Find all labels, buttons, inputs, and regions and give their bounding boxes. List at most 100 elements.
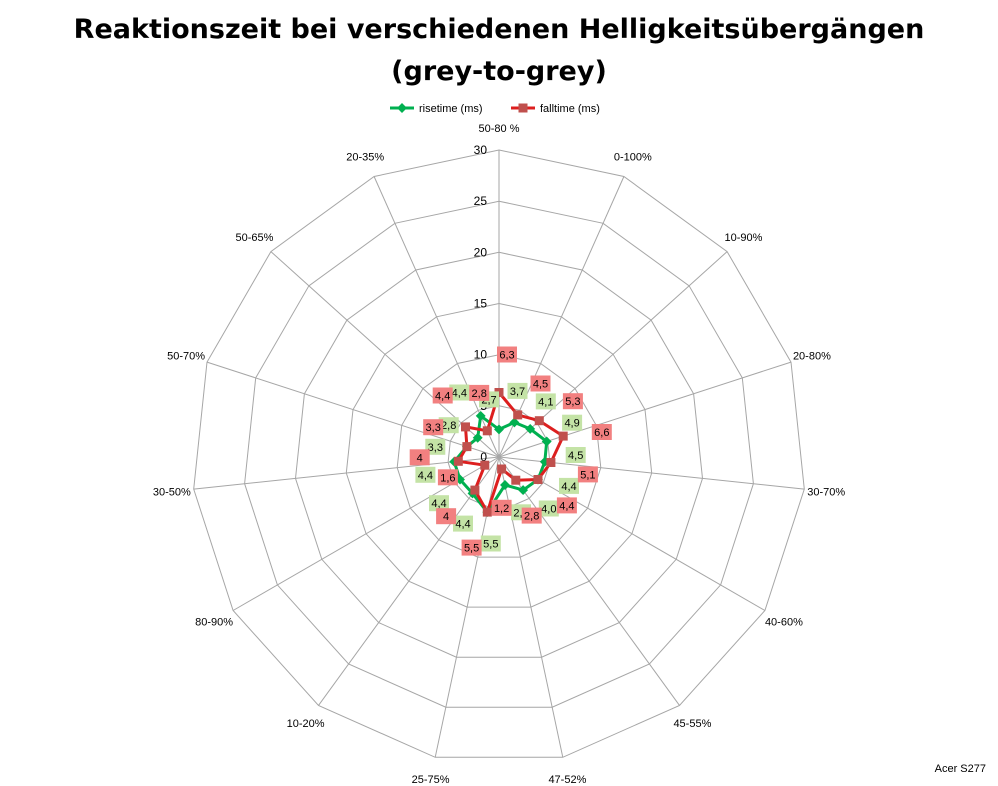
category-label: 45-55% (673, 718, 711, 730)
category-label: 80-90% (195, 617, 233, 629)
grid-spoke (498, 251, 728, 458)
grid-spoke (206, 361, 500, 458)
tick-label: 0 (480, 450, 487, 464)
series-line-falltime (456, 391, 565, 514)
data-label-bg (521, 507, 542, 524)
risetime-point (509, 417, 520, 428)
grid-ring (244, 200, 754, 708)
data-label-bg (562, 414, 583, 431)
category-label: 20-35% (346, 151, 384, 163)
grid-spoke (193, 456, 500, 490)
data-label: 5,1 (580, 469, 595, 481)
category-labels: 50-80 % 0-100% 10-90% 20-80% 30-70% 40-60% 45-… (153, 123, 846, 786)
data-label-bg (480, 535, 501, 552)
grid-spoke (498, 456, 766, 611)
grid-ring (193, 149, 805, 758)
data-label-bg (530, 375, 551, 392)
grid-spoke (498, 176, 625, 458)
falltime-point (470, 485, 480, 495)
falltime-point (462, 442, 472, 452)
radial-tick-labels: 051015202530 (474, 143, 488, 464)
data-label: 6,3 (499, 350, 514, 362)
data-label: 4 (443, 511, 449, 523)
legend-label-falltime: falltime (ms) (540, 103, 600, 115)
data-label-bg (423, 419, 444, 436)
data-label-bg (437, 469, 458, 486)
data-label-bg (425, 438, 446, 455)
falltime-point (461, 422, 470, 432)
tick-label: 20 (474, 245, 488, 259)
data-label-bg (438, 417, 459, 434)
tick-label: 15 (474, 297, 488, 311)
data-label-bg (577, 466, 598, 483)
chart-title: Reaktionszeit bei verschiedenen Helligke… (74, 14, 925, 45)
data-label-bg (453, 515, 473, 532)
category-label: 40-60% (765, 617, 803, 629)
legend-label-risetime: risetime (ms) (419, 103, 483, 115)
category-label: 50-80 % (479, 123, 520, 135)
grid-spoke (373, 176, 500, 458)
falltime-point (482, 507, 492, 517)
footer-label: Acer S277 (935, 763, 986, 775)
data-label: 2,8 (472, 388, 487, 400)
grid-ring (396, 354, 602, 558)
category-label: 10-20% (287, 718, 325, 730)
data-label: 1,2 (494, 503, 509, 515)
data-label: 2,8 (524, 511, 539, 523)
grid-spoke (270, 251, 500, 458)
data-label: 4,5 (533, 379, 548, 391)
category-label: 25-75% (412, 774, 450, 786)
falltime-point (453, 456, 463, 466)
tick-label: 25 (474, 194, 488, 208)
data-label: 4,4 (418, 470, 433, 482)
falltime-point (480, 460, 490, 470)
falltime-point (482, 426, 492, 436)
data-label-bg (556, 497, 577, 514)
data-label: 4,0 (541, 504, 556, 516)
legend-item-risetime: risetime (ms) (390, 103, 483, 115)
data-label-bg (559, 477, 579, 494)
legend: risetime (ms) falltime (ms) (390, 103, 600, 115)
category-label: 20-80% (793, 350, 831, 362)
data-label-bg (497, 346, 517, 363)
risetime-point (525, 423, 536, 434)
data-label: 5,3 (565, 396, 580, 408)
data-label-bg (565, 447, 586, 463)
legend-item-falltime: falltime (ms) (511, 103, 600, 115)
falltime-point (511, 475, 521, 485)
data-label: 4,4 (455, 519, 470, 531)
data-label: 6,6 (594, 427, 609, 439)
data-label: 4,4 (431, 498, 446, 510)
data-label-bg (469, 384, 490, 401)
category-label: 50-70% (167, 350, 205, 362)
data-label: 5,5 (464, 543, 479, 555)
falltime-point (546, 458, 556, 467)
category-label: 30-50% (153, 486, 191, 498)
radar-grid (193, 149, 805, 758)
grid-ring (345, 302, 653, 608)
data-label: 3,3 (428, 442, 443, 454)
risetime-point (518, 485, 529, 496)
data-label: 4 (417, 452, 423, 464)
data-label: 3,7 (510, 386, 525, 398)
risetime-point (494, 424, 504, 435)
falltime-point (513, 410, 523, 420)
data-label: 4,4 (559, 500, 574, 512)
data-label-bg (562, 393, 583, 410)
series-lines (452, 391, 565, 514)
data-label-bg (432, 387, 453, 404)
grid-ring (294, 251, 704, 658)
data-label: 4,5 (568, 450, 583, 462)
chart-subtitle: (grey-to-grey) (391, 56, 607, 87)
data-label-bg (461, 539, 482, 556)
data-label-bg (409, 449, 430, 466)
legend-marker-falltime (518, 103, 528, 113)
data-label: 4,1 (538, 396, 553, 408)
data-label: 1,6 (440, 472, 455, 484)
data-label-bg (535, 393, 556, 410)
category-label: 30-70% (807, 486, 845, 498)
data-label-bg (591, 424, 612, 440)
data-label: 4,4 (561, 481, 576, 493)
falltime-point (533, 475, 543, 484)
